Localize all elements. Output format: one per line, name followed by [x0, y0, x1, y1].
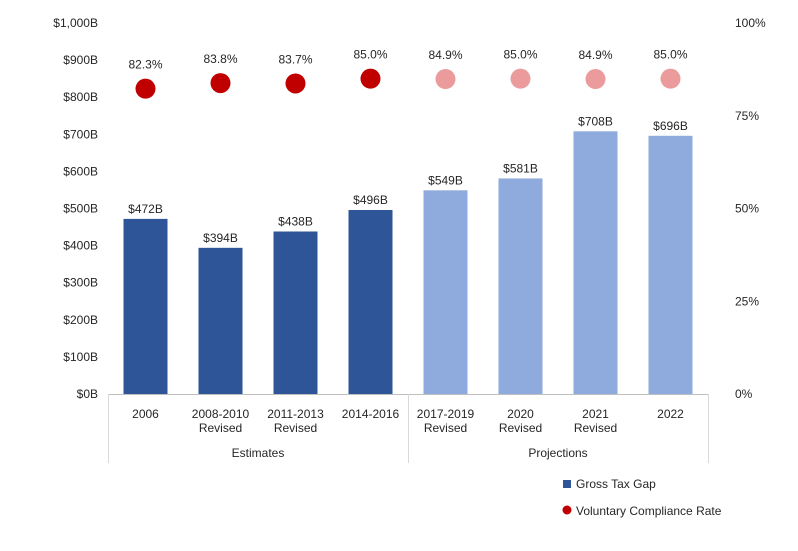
- bar-data-labels: $472B $394B $438B $496B $549B $581B $708B $696B: [128, 114, 688, 244]
- compliance-value-label: 84.9%: [578, 48, 612, 62]
- left-tick-label: $300B: [63, 276, 98, 290]
- left-tick-label: $400B: [63, 239, 98, 253]
- compliance-value-label: 83.7%: [278, 52, 312, 66]
- bar: [648, 135, 693, 394]
- category-label: 2008-2010: [192, 407, 250, 421]
- category-label: 2022: [657, 407, 684, 421]
- left-tick-label: $100B: [63, 350, 98, 364]
- left-tick-label: $1,000B: [53, 16, 98, 30]
- category-label: 2017-2019: [417, 407, 475, 421]
- left-axis: $0B $100B $200B $300B $400B $500B $600B $700B $8…: [53, 16, 98, 401]
- compliance-rate-series: [135, 68, 681, 99]
- category-label: Revised: [199, 421, 242, 435]
- bar-value-label: $438B: [278, 215, 313, 229]
- compliance-value-label: 82.3%: [128, 58, 162, 72]
- bar: [573, 131, 618, 394]
- compliance-value-label: 85.0%: [353, 48, 387, 62]
- category-label: 2014-2016: [342, 407, 400, 421]
- compliance-point: [435, 69, 456, 90]
- bar-value-label: $549B: [428, 173, 463, 187]
- compliance-point: [285, 73, 306, 94]
- compliance-point: [135, 78, 156, 99]
- bar-value-label: $496B: [353, 193, 388, 207]
- bar: [123, 218, 168, 394]
- bar: [348, 209, 393, 394]
- category-label: Revised: [424, 421, 467, 435]
- compliance-point: [510, 68, 531, 89]
- left-tick-label: $0B: [77, 387, 98, 401]
- right-tick-label: 0%: [735, 387, 753, 401]
- bar: [273, 231, 318, 394]
- right-tick-label: 75%: [735, 109, 759, 123]
- left-tick-label: $800B: [63, 90, 98, 104]
- category-label: 2020: [507, 407, 534, 421]
- left-tick-label: $900B: [63, 53, 98, 67]
- bar-value-label: $696B: [653, 119, 688, 133]
- category-label: 2011-2013: [267, 407, 324, 421]
- group-label: Estimates: [232, 446, 285, 460]
- bar-value-label: $581B: [503, 161, 538, 175]
- bar-value-label: $708B: [578, 114, 613, 128]
- x-axis: 2006 2008-2010Revised2011-2013Revised2014…: [108, 394, 709, 463]
- bar: [498, 178, 543, 394]
- compliance-value-label: 85.0%: [503, 48, 537, 62]
- left-tick-label: $200B: [63, 313, 98, 327]
- compliance-point: [360, 68, 381, 89]
- left-tick-label: $600B: [63, 164, 98, 178]
- compliance-point: [210, 73, 231, 94]
- left-tick-label: $700B: [63, 127, 98, 141]
- category-label: Revised: [574, 421, 617, 435]
- legend: Gross Tax Gap Voluntary Compliance Rate: [562, 477, 722, 518]
- compliance-point: [585, 69, 606, 90]
- compliance-data-labels: 82.3% 83.8% 83.7% 85.0% 84.9% 85.0% 84.9% 85.0%: [128, 48, 687, 72]
- compliance-value-label: 85.0%: [653, 48, 687, 62]
- compliance-value-label: 84.9%: [428, 48, 462, 62]
- compliance-value-label: 83.8%: [203, 52, 237, 66]
- bar: [423, 190, 468, 394]
- bar-value-label: $394B: [203, 231, 238, 245]
- right-axis: 0% 25% 50% 75% 100%: [735, 16, 766, 401]
- category-label: Revised: [274, 421, 317, 435]
- legend-swatch-point: [562, 505, 572, 515]
- legend-label: Gross Tax Gap: [576, 477, 656, 491]
- right-tick-label: 25%: [735, 294, 759, 308]
- category-label: 2006: [132, 407, 159, 421]
- left-tick-label: $500B: [63, 202, 98, 216]
- group-label: Projections: [528, 446, 587, 460]
- compliance-point: [660, 68, 681, 89]
- bar-series: [123, 131, 693, 394]
- right-tick-label: 50%: [735, 202, 759, 216]
- right-tick-label: 100%: [735, 16, 766, 30]
- bar: [198, 247, 243, 394]
- bar-value-label: $472B: [128, 202, 163, 216]
- legend-label: Voluntary Compliance Rate: [576, 504, 722, 518]
- legend-swatch-bar: [563, 480, 571, 488]
- category-label: 2021: [582, 407, 609, 421]
- category-label: Revised: [499, 421, 542, 435]
